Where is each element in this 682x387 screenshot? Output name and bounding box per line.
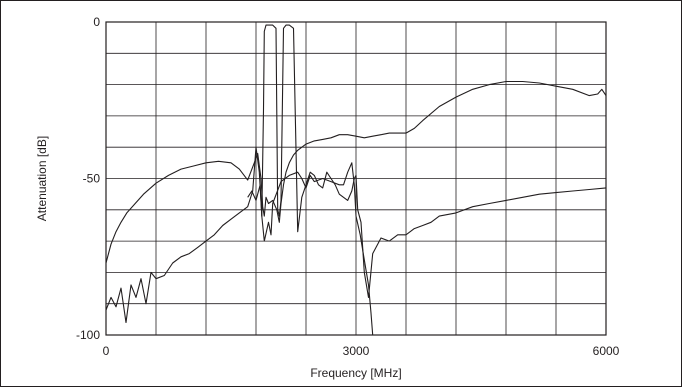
series-line-2 [105, 24, 607, 324]
y-axis-label: Attenuation [dB] [35, 136, 49, 221]
x-tick-label: 0 [103, 344, 110, 358]
series-line-3 [247, 162, 374, 336]
y-tick-label: -50 [83, 172, 101, 186]
x-tick-label: 3000 [343, 344, 370, 358]
series-line-1 [105, 80, 607, 264]
plot-area-border [105, 21, 607, 336]
y-tick-label: -100 [76, 328, 100, 342]
series-layer [105, 24, 607, 336]
tick-labels: 0 3000 6000 0 -50 -100 [76, 15, 620, 358]
y-tick-label: 0 [93, 15, 100, 29]
x-tick-label: 6000 [593, 344, 620, 358]
x-axis-label: Frequency [MHz] [310, 366, 401, 380]
